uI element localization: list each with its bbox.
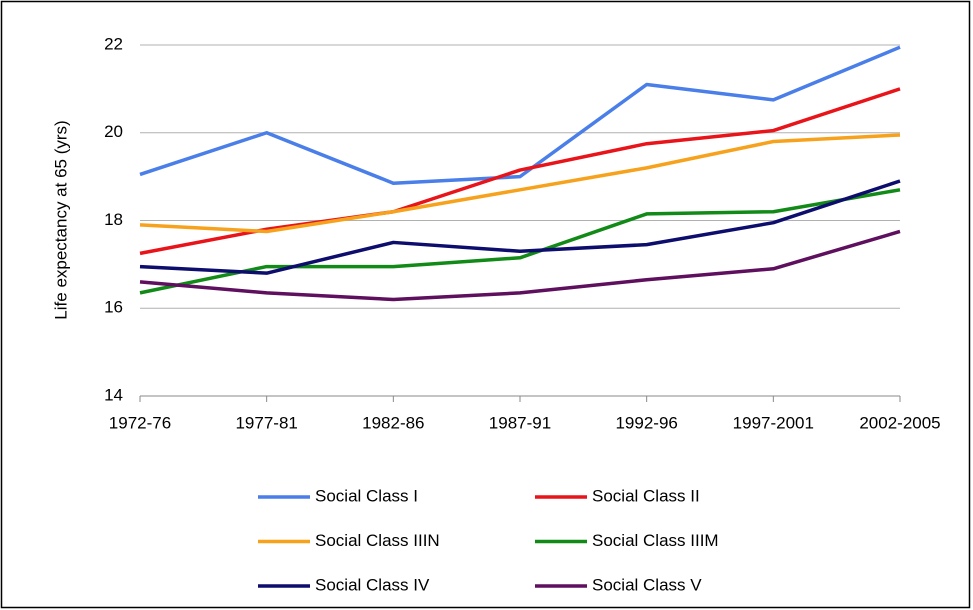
x-tick-label: 1987-91 xyxy=(489,413,551,432)
x-tick-label: 2002-2005 xyxy=(859,413,940,432)
y-tick-label: 22 xyxy=(104,34,123,53)
legend-label: Social Class IIIM xyxy=(592,531,719,550)
series-line xyxy=(139,229,901,302)
y-tick-label: 14 xyxy=(104,385,123,404)
y-tick-label: 18 xyxy=(104,210,123,229)
x-tick-label: 1982-86 xyxy=(362,413,424,432)
x-tick-label: 1972-76 xyxy=(109,413,171,432)
series-line xyxy=(139,179,901,275)
x-tick-label: 1997-2001 xyxy=(733,413,814,432)
legend-label: Social Class IV xyxy=(315,575,430,594)
series-line xyxy=(139,45,901,185)
x-tick-label: 1992-96 xyxy=(615,413,677,432)
series-line xyxy=(139,87,901,256)
y-tick-label: 16 xyxy=(104,298,123,317)
legend-label: Social Class I xyxy=(315,486,418,505)
series-line xyxy=(139,188,901,295)
x-tick-label: 1977-81 xyxy=(235,413,297,432)
y-axis-label: Life expectancy at 65 (yrs) xyxy=(51,120,70,319)
legend-label: Social Class IIIN xyxy=(315,531,440,550)
y-tick-label: 20 xyxy=(104,122,123,141)
legend-label: Social Class V xyxy=(592,575,702,594)
legend-label: Social Class II xyxy=(592,486,700,505)
series-line xyxy=(139,133,901,234)
